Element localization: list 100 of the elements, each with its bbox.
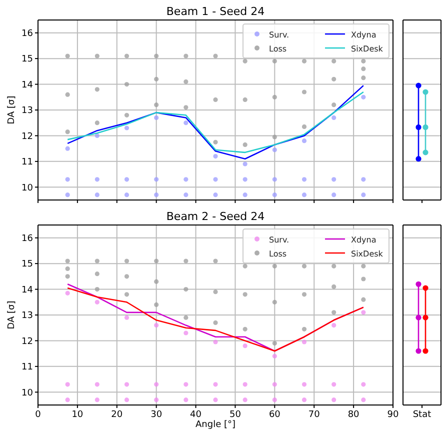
point	[184, 398, 188, 402]
y-tick-label: 13	[22, 106, 33, 116]
point	[154, 76, 159, 82]
point	[213, 177, 218, 182]
y-tick-label: 10	[22, 388, 34, 398]
point	[124, 292, 130, 297]
point	[361, 276, 366, 282]
point	[302, 326, 307, 332]
point	[154, 382, 159, 387]
point	[124, 398, 130, 402]
y-tick-label: 12	[22, 336, 33, 347]
point	[242, 142, 248, 148]
point	[272, 58, 277, 64]
point	[302, 90, 307, 94]
point	[302, 340, 307, 344]
point	[332, 102, 336, 108]
x-tick-label: 70	[308, 410, 320, 420]
point	[332, 115, 336, 120]
point	[332, 398, 336, 402]
line-series	[66, 84, 364, 160]
y-tick-label: 12	[22, 132, 33, 142]
y-tick-label: 15	[22, 260, 33, 270]
point	[242, 162, 248, 166]
point	[213, 290, 218, 294]
point	[213, 320, 218, 326]
point	[94, 177, 100, 182]
legend-label: Loss	[269, 44, 287, 54]
point	[213, 140, 218, 144]
legend-label: SixDesk	[351, 44, 384, 54]
point	[332, 310, 336, 315]
point	[65, 177, 70, 182]
point	[154, 177, 159, 182]
y-tick-label: 16	[22, 29, 34, 40]
point	[124, 192, 130, 198]
point	[124, 126, 130, 130]
point	[302, 398, 307, 402]
chart-title: Beam 1 - Seed 24	[166, 5, 265, 18]
point	[242, 192, 248, 198]
x-tick-label: 90	[387, 410, 399, 420]
y-axis-title: DA [σ]	[7, 96, 17, 124]
point	[242, 326, 248, 332]
point	[124, 177, 130, 182]
y-tick-label: 16	[22, 234, 34, 244]
point	[184, 258, 188, 264]
point	[94, 133, 100, 138]
point	[94, 192, 100, 198]
legend-label: Surv.	[269, 30, 290, 40]
point	[184, 286, 188, 292]
point	[154, 192, 159, 198]
point	[65, 146, 70, 151]
point	[332, 192, 336, 198]
point	[184, 177, 188, 182]
point	[94, 300, 100, 304]
point	[272, 94, 277, 100]
point	[124, 382, 130, 387]
point	[242, 58, 248, 64]
point	[94, 398, 100, 402]
x-tick-label: 80	[348, 410, 360, 420]
point	[302, 177, 307, 182]
point	[302, 192, 307, 198]
point	[124, 112, 130, 118]
point	[272, 264, 277, 268]
point	[124, 54, 130, 58]
point	[361, 192, 366, 198]
point	[65, 258, 70, 264]
point	[213, 398, 218, 402]
point	[184, 120, 188, 126]
point	[272, 177, 277, 182]
point	[65, 192, 70, 198]
point	[213, 382, 218, 387]
point	[154, 398, 159, 402]
point	[361, 297, 366, 302]
point	[184, 105, 188, 110]
point	[272, 354, 277, 358]
legend-label: Xdyna	[351, 236, 376, 244]
point	[213, 97, 218, 102]
legend-label: Xdyna	[351, 30, 376, 40]
point	[94, 258, 100, 264]
point	[361, 66, 366, 72]
point	[242, 344, 248, 348]
point	[332, 284, 336, 290]
point	[94, 272, 100, 276]
point	[154, 102, 159, 108]
point	[184, 315, 188, 320]
point	[65, 382, 70, 387]
x-tick-label: 40	[190, 410, 202, 420]
point	[302, 58, 307, 64]
point	[65, 130, 70, 134]
point	[272, 398, 277, 402]
point	[213, 154, 218, 159]
point	[124, 258, 130, 264]
point	[154, 302, 159, 308]
x-tick-label: Stat	[412, 410, 432, 420]
y-tick-label: 11	[22, 158, 33, 168]
legend-label: SixDesk	[351, 250, 384, 258]
x-tick-label: 10	[72, 410, 84, 420]
point	[124, 315, 130, 320]
point	[361, 76, 366, 80]
point	[302, 382, 307, 387]
point	[361, 264, 366, 268]
